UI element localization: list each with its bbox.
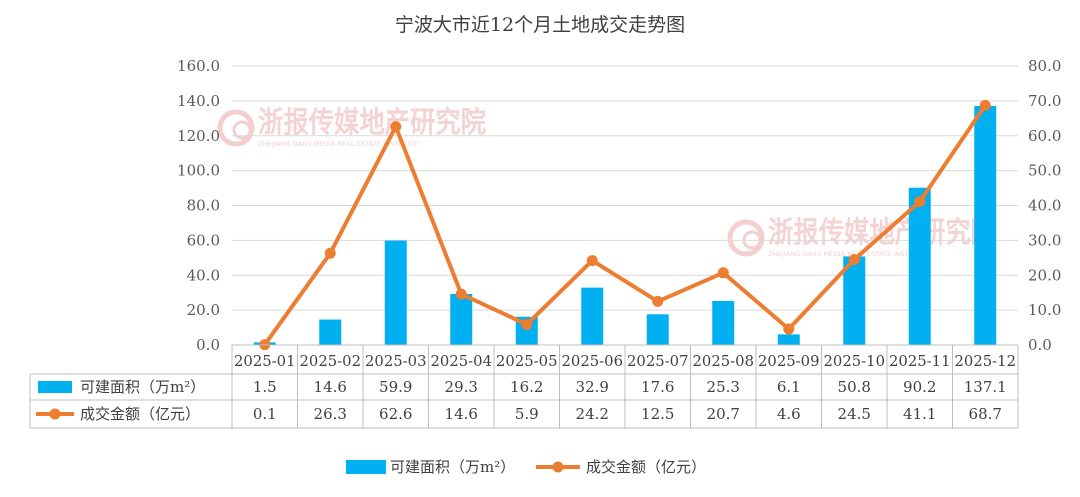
- y-right-tick-label: 80.0: [1028, 57, 1061, 75]
- table-cell-value: 41.1: [903, 405, 936, 423]
- bar: [974, 105, 997, 345]
- table-cell-value: 50.8: [838, 378, 871, 396]
- y-left-tick-label: 120.0: [177, 127, 220, 145]
- legend-item-bar: 可建面积（万m²）: [346, 458, 515, 476]
- table-cell-value: 24.5: [838, 405, 871, 423]
- y-left-tick-label: 160.0: [177, 57, 220, 75]
- legend-label: 成交金额（亿元）: [586, 458, 706, 476]
- table-cell-value: 24.2: [576, 405, 609, 423]
- line-point: [652, 295, 664, 307]
- watermark-logo-icon: [217, 109, 255, 147]
- y-right-tick-label: 10.0: [1028, 301, 1061, 319]
- x-tick-label: 2025-04: [431, 352, 493, 370]
- line-point: [455, 288, 467, 300]
- watermark: 浙报传媒地产研究院 ZHEJIANG DAILY MEDIA REAL ESTAT…: [217, 105, 486, 148]
- table-cell-value: 17.6: [641, 378, 674, 396]
- table-cell-value: 26.3: [314, 405, 347, 423]
- y-right-tick-label: 50.0: [1028, 162, 1061, 180]
- table-cell-value: 5.9: [515, 405, 539, 423]
- watermark: 浙报传媒地产研究院 ZHEJIANG DAILY MEDIA REAL ESTAT…: [727, 215, 996, 258]
- table-cell-value: 0.1: [253, 405, 277, 423]
- table-cell-value: 137.1: [964, 378, 1007, 396]
- y-left-tick-label: 80.0: [187, 197, 220, 215]
- y-right-tick-label: 60.0: [1028, 127, 1061, 145]
- table-series-name: 可建面积（万m²）: [80, 378, 205, 396]
- table-cell-value: 20.7: [707, 405, 740, 423]
- x-tick-label: 2025-12: [955, 352, 1017, 370]
- watermark-text: 浙报传媒地产研究院: [258, 105, 486, 139]
- x-tick-label: 2025-09: [758, 352, 820, 370]
- x-tick-label: 2025-01: [234, 352, 296, 370]
- bar: [712, 300, 735, 345]
- table-cell-value: 62.6: [379, 405, 412, 423]
- bar: [908, 187, 931, 345]
- x-tick-label: 2025-07: [627, 352, 689, 370]
- legend-label: 可建面积（万m²）: [390, 458, 515, 476]
- legend-bar-swatch: [346, 460, 386, 474]
- table-cell-value: 14.6: [445, 405, 478, 423]
- watermark-logo-icon: [727, 219, 765, 257]
- y-left-tick-label: 100.0: [177, 162, 220, 180]
- table-cell-value: 59.9: [379, 378, 412, 396]
- line-point: [586, 255, 598, 267]
- table-series-name: 成交金额（亿元）: [80, 405, 200, 423]
- line-point: [390, 121, 402, 133]
- series-line: [263, 104, 987, 346]
- y-right-tick-label: 70.0: [1028, 92, 1061, 110]
- y-left-tick-label: 0.0: [196, 336, 220, 354]
- line-point: [717, 267, 729, 279]
- y-left-tick-label: 60.0: [187, 231, 220, 249]
- chart-title: 宁波大市近12个月土地成交走势图: [395, 14, 685, 36]
- line-point: [848, 254, 860, 266]
- x-tick-label: 2025-11: [889, 352, 951, 370]
- y-right-tick-label: 40.0: [1028, 197, 1061, 215]
- y-left-tick-label: 40.0: [187, 266, 220, 284]
- table-cell-value: 4.6: [777, 405, 801, 423]
- bar: [319, 319, 342, 345]
- table-cell-value: 6.1: [777, 378, 801, 396]
- table-cell-value: 29.3: [445, 378, 478, 396]
- y-right-tick-label: 30.0: [1028, 231, 1061, 249]
- bar: [646, 314, 669, 345]
- line-point: [914, 196, 926, 208]
- x-tick-label: 2025-06: [562, 352, 624, 370]
- table-cell-value: 12.5: [641, 405, 674, 423]
- table-cell-value: 32.9: [576, 378, 609, 396]
- table-cell-value: 14.6: [314, 378, 347, 396]
- x-tick-label: 2025-08: [693, 352, 755, 370]
- legend-item-line: 成交金额（亿元）: [536, 458, 706, 476]
- line-point: [324, 247, 336, 259]
- table-cell-value: 16.2: [510, 378, 543, 396]
- line-point: [783, 323, 795, 335]
- legend-line-marker: [552, 461, 564, 473]
- bar: [581, 287, 604, 345]
- x-tick-label: 2025-05: [496, 352, 558, 370]
- table-cell-value: 25.3: [707, 378, 740, 396]
- y-right-tick-label: 0.0: [1028, 336, 1052, 354]
- table-cell-value: 90.2: [903, 378, 936, 396]
- bar: [843, 256, 866, 345]
- watermark-logo-inner-icon: [232, 120, 252, 140]
- table-cell-value: 1.5: [253, 378, 277, 396]
- x-tick-label: 2025-03: [365, 352, 427, 370]
- y-left-tick-label: 140.0: [177, 92, 220, 110]
- table-line-key-marker: [49, 408, 61, 420]
- table-cell-value: 68.7: [969, 405, 1002, 423]
- line-point: [521, 318, 533, 330]
- x-tick-label: 2025-10: [824, 352, 886, 370]
- watermark-text: 浙报传媒地产研究院: [768, 215, 996, 249]
- x-tick-label: 2025-02: [300, 352, 362, 370]
- bar: [777, 334, 800, 345]
- watermark-subtext: ZHEJIANG DAILY MEDIA REAL ESTATE INSTITU…: [258, 141, 418, 148]
- watermark-subtext: ZHEJIANG DAILY MEDIA REAL ESTATE INSTITU…: [768, 251, 928, 258]
- y-right-tick-label: 20.0: [1028, 266, 1061, 284]
- table-bar-key: [38, 381, 72, 393]
- bar: [450, 293, 473, 345]
- line-point: [979, 99, 991, 111]
- y-left-tick-label: 20.0: [187, 301, 220, 319]
- bar: [384, 240, 407, 345]
